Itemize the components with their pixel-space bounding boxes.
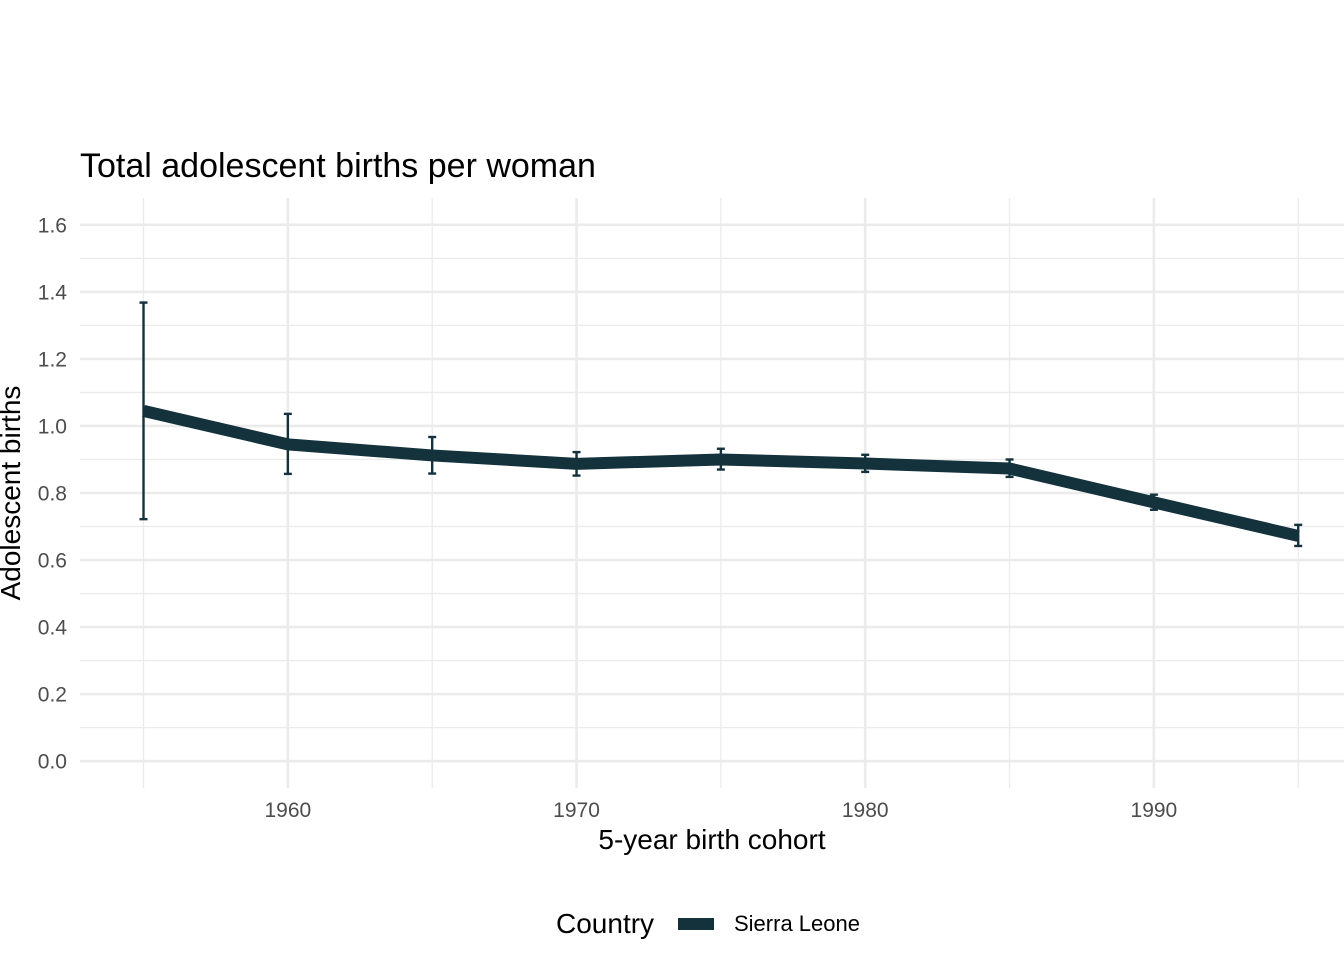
y-tick-label: 0.6 [38, 550, 67, 573]
series-layer [139, 301, 1303, 548]
y-axis-ticks: 0.0 0.2 0.4 0.6 0.8 1.0 1.2 1.4 1.6 [38, 214, 68, 773]
y-tick-label: 1.0 [38, 415, 67, 438]
plot-grid [80, 198, 1344, 788]
y-tick-label: 1.2 [38, 348, 67, 371]
legend-key-sierra-leone [678, 918, 714, 930]
x-axis-title: 5-year birth cohort [598, 824, 825, 855]
legend-title: Country [556, 908, 654, 939]
y-tick-label: 0.2 [38, 684, 67, 707]
x-tick-label: 1990 [1131, 799, 1178, 822]
y-tick-label: 1.4 [38, 281, 68, 304]
x-axis-ticks: 1960 1970 1980 1990 [264, 799, 1177, 822]
y-tick-label: 0.0 [38, 751, 67, 774]
x-tick-label: 1960 [264, 799, 311, 822]
x-tick-label: 1980 [842, 799, 889, 822]
chart-title: Total adolescent births per woman [80, 147, 596, 185]
y-tick-label: 1.6 [38, 214, 67, 237]
y-tick-label: 0.8 [38, 483, 67, 506]
legend: Country Sierra Leone [556, 908, 860, 939]
legend-label-sierra-leone: Sierra Leone [734, 911, 860, 936]
y-axis-title: Adolescent births [0, 386, 26, 601]
y-tick-label: 0.4 [38, 617, 68, 640]
x-tick-label: 1970 [553, 799, 600, 822]
